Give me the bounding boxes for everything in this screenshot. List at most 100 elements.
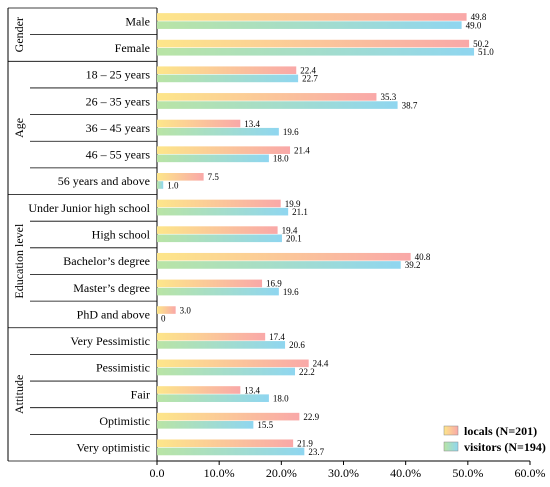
locals-bar	[157, 93, 377, 101]
group-label-education-level: Education level	[12, 223, 26, 299]
group-label-gender: Gender	[12, 17, 26, 52]
locals-bar	[157, 252, 411, 261]
category-label-fair: Fair	[131, 387, 150, 401]
visitors-bar	[157, 287, 279, 296]
category-label-very-pessimistic: Very Pessimistic	[70, 334, 150, 348]
locals-bar	[157, 146, 291, 154]
category-label-pessimistic: Pessimistic	[96, 361, 150, 375]
visitors-bar	[157, 234, 282, 243]
data-label: 18.0	[273, 154, 289, 164]
data-label: 35.3	[380, 92, 396, 102]
x-tick-label: 10.0%	[204, 466, 235, 480]
data-label: 7.5	[208, 172, 220, 182]
data-label: 19.6	[283, 287, 299, 297]
visitors-bar	[157, 447, 305, 456]
data-label: 23.7	[308, 447, 324, 457]
data-label: 0	[161, 314, 166, 324]
visitors-bar	[157, 394, 269, 402]
locals-bar	[157, 279, 263, 288]
visitors-bar	[157, 181, 164, 189]
data-label: 19.6	[283, 127, 299, 137]
locals-bar	[157, 173, 204, 181]
locals-bar	[157, 359, 309, 368]
data-label: 22.4	[300, 66, 316, 76]
legend-swatch	[443, 425, 459, 436]
visitors-bar	[157, 261, 401, 269]
category-label-bachelor-s-degree: Bachelor’s degree	[63, 254, 150, 268]
locals-bar	[157, 66, 297, 75]
visitors-bar	[157, 101, 398, 109]
category-label-56-years-and-above: 56 years and above	[58, 174, 150, 188]
visitors-bar	[157, 207, 289, 216]
locals-bar	[157, 386, 241, 394]
data-label: 22.2	[299, 367, 315, 377]
data-label: 21.4	[294, 145, 310, 155]
locals-bar	[157, 332, 266, 341]
data-label: 39.2	[405, 260, 421, 270]
data-label: 20.6	[289, 340, 305, 350]
category-label-high-school: High school	[92, 228, 151, 242]
chart-frame	[7, 7, 158, 462]
locals-bar	[157, 119, 241, 128]
category-label-very-optimistic: Very optimistic	[76, 441, 150, 455]
data-label: 18.0	[273, 393, 289, 403]
data-label: 16.9	[266, 279, 282, 289]
data-label: 19.9	[285, 199, 301, 209]
category-label-male: Male	[125, 14, 150, 28]
locals-bar	[157, 199, 281, 208]
category-label-optimistic: Optimistic	[99, 414, 150, 428]
data-label: 50.2	[473, 39, 489, 49]
category-label-master-s-degree: Master’s degree	[73, 281, 150, 295]
visitors-bar	[157, 367, 296, 376]
visitors-bar	[157, 74, 299, 83]
data-label: 21.1	[292, 207, 308, 217]
category-label-36-45-years: 36 – 45 years	[86, 121, 151, 135]
category-label-26-35-years: 26 – 35 years	[86, 94, 151, 108]
data-label: 24.4	[313, 359, 329, 369]
visitors-bar	[157, 421, 254, 429]
x-tick-label: 0.0	[150, 466, 165, 480]
visitors-bar	[157, 47, 475, 56]
data-label: 20.1	[286, 234, 302, 244]
x-tick-label: 50.0%	[452, 466, 483, 480]
group-label-attitude: Attitude	[12, 375, 26, 414]
data-label: 13.4	[244, 119, 260, 129]
visitors-bar	[157, 21, 462, 29]
data-label: 22.7	[302, 74, 318, 84]
category-labels: Male Female 18 – 25 years 26 – 35 years 36 –…	[28, 14, 150, 454]
data-label: 17.4	[269, 332, 285, 342]
locals-bar	[157, 39, 470, 48]
x-tick-label: 40.0%	[390, 466, 421, 480]
legend: locals (N=201) visitors (N=194)	[443, 424, 546, 454]
data-label: 13.4	[244, 385, 260, 395]
data-label: 19.4	[282, 225, 298, 235]
visitors-bar	[157, 127, 279, 136]
x-tick-label: 30.0%	[328, 466, 359, 480]
category-label-phd-and-above: PhD and above	[77, 307, 150, 321]
locals-bar	[157, 412, 300, 421]
x-axis: 0.0 10.0% 20.0% 30.0% 40.0% 50.0% 60.0%	[150, 460, 546, 480]
legend-swatch	[443, 441, 459, 452]
locals-bar	[157, 226, 278, 234]
locals-bar	[157, 439, 294, 448]
data-label: 38.7	[402, 100, 418, 110]
category-label-under-junior-high-school: Under Junior high school	[28, 201, 150, 215]
data-label: 49.0	[466, 20, 482, 30]
group-label-age: Age	[12, 118, 26, 138]
data-label: 51.0	[478, 47, 494, 57]
category-label-female: Female	[115, 41, 150, 55]
data-label: 3.0	[180, 305, 192, 315]
legend-label: locals (N=201)	[464, 424, 537, 438]
category-label-46-55-years: 46 – 55 years	[86, 148, 151, 162]
visitors-bar	[157, 341, 286, 349]
visitors-bar	[157, 154, 269, 163]
data-label: 15.5	[257, 420, 273, 430]
data-label: 22.9	[303, 412, 319, 422]
x-tick-label: 60.0%	[515, 466, 546, 480]
group-labels: Gender Age Education level Attitude	[12, 17, 26, 414]
legend-label: visitors (N=194)	[464, 440, 546, 454]
data-label: 49.8	[471, 12, 487, 22]
data-label: 1.0	[167, 180, 179, 190]
locals-bar	[157, 306, 176, 314]
